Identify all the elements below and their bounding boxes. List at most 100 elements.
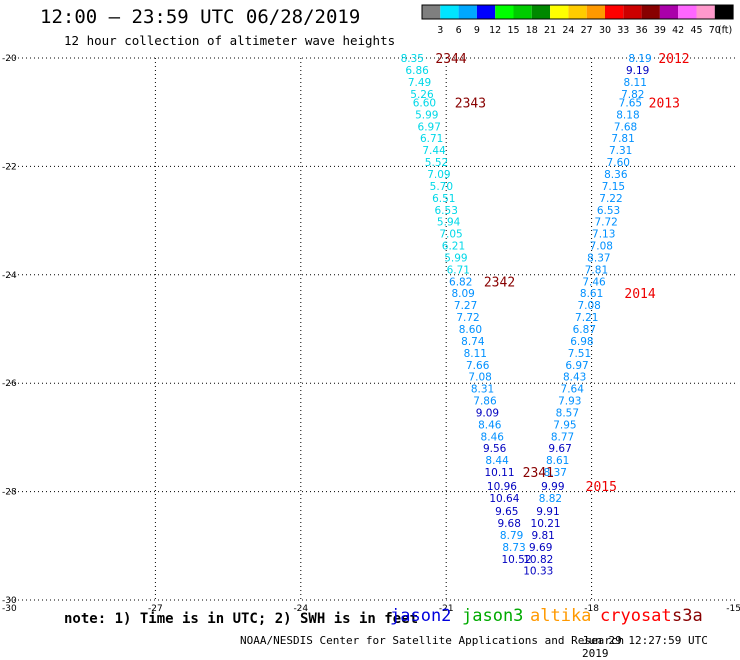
wave-height-value: 7.68 [614,121,637,133]
x-tick-label: -18 [584,604,599,614]
wave-height-value: 8.82 [539,493,562,505]
wave-height-value: 7.64 [561,384,585,396]
wave-height-value: 9.67 [548,443,571,455]
wave-height-value: 9.09 [476,407,499,419]
wave-height-value: 7.15 [602,181,625,193]
time-annotation: 2015 [586,480,617,495]
wave-height-value: 6.97 [418,121,441,133]
wave-height-value: 6.97 [565,360,588,372]
colorbar-label: 3 [437,25,443,36]
wave-height-value: 6.21 [442,241,465,253]
x-tick-label: -30 [2,604,17,614]
colorbar-label: 24 [562,25,574,36]
wave-height-value: 8.11 [624,77,647,89]
time-annotation: 2012 [658,52,689,67]
footer-credit: NOAA/NESDIS Center for Satellite Applica… [240,634,625,647]
time-annotation: 2013 [649,96,680,111]
wave-height-value: 8.77 [551,431,574,443]
colorbar: 3 6 9 12 15 18 21 24 27 30 33 36 39 42 45 70(ft) [421,4,734,36]
wave-height-value: 8.73 [502,542,525,554]
wave-height-value: 7.31 [609,145,632,157]
wave-height-value: 8.11 [464,348,487,360]
wave-height-value: 7.66 [466,360,490,372]
wave-height-value: 8.74 [461,336,485,348]
wave-height-value: 7.08 [590,241,613,253]
colorbar-swatch [495,5,514,19]
colorbar-label: (ft) [718,25,732,36]
wave-height-value: 9.69 [529,542,552,554]
wave-height-value: 10.33 [523,566,553,578]
colorbar-swatch [550,5,569,19]
chart-subtitle: 12 hour collection of altimeter wave hei… [64,33,396,48]
y-tick-label: -20 [2,54,17,64]
time-annotation: 2342 [484,275,515,290]
wave-height-value: 6.82 [449,276,472,288]
wave-height-value: 9.91 [536,506,559,518]
colorbar-label: 18 [526,25,538,36]
wave-height-value: 7.81 [585,264,608,276]
wave-height-value: 10.11 [484,467,514,479]
colorbar-label: 42 [672,25,684,36]
wave-height-value: 6.71 [420,133,443,145]
wave-height-value: 5.99 [444,252,467,264]
wave-height-value: 8.61 [580,288,603,300]
wave-height-value: 6.60 [413,97,436,109]
wave-height-value: 7.05 [439,229,462,241]
wave-height-value: 9.68 [498,518,521,530]
y-tick-label: -26 [2,379,17,389]
wave-height-value: 7.46 [582,276,606,288]
wave-height-value: 9.65 [495,506,518,518]
wave-height-value: 6.53 [597,205,620,217]
wave-height-value: 6.86 [405,65,429,77]
y-tick-label: -30 [2,596,17,606]
wave-height-value: 7.65 [619,97,642,109]
wave-height-value: 7.86 [473,396,497,408]
wave-height-value: 10.52 [501,554,531,566]
wave-height-value: 6.51 [432,193,455,205]
time-annotation: 2344 [435,52,466,67]
wave-height-value: 8.46 [478,419,502,431]
legend-jason2: jason2 [390,606,452,626]
wave-height-value: 5.52 [425,157,448,169]
colorbar-label: 70 [709,25,721,36]
legend-jason3: jason3 [462,606,524,626]
wave-height-value: 7.81 [611,133,634,145]
colorbar-label: 30 [599,25,611,36]
wave-height-value: 8.61 [546,455,569,467]
wave-height-value: 6.98 [570,336,593,348]
colorbar-swatch [623,5,642,19]
colorbar-swatch [440,5,459,19]
colorbar-label: 12 [489,25,501,36]
colorbar-swatch [641,5,660,19]
x-tick-label: -27 [148,604,163,614]
wave-height-value: 6.53 [435,205,458,217]
wave-height-value: 8.09 [451,288,474,300]
colorbar-swatch [422,5,441,19]
wave-height-value: 5.94 [437,217,461,229]
wave-height-value: 10.64 [489,493,519,505]
wave-height-value: 5.26 [410,89,434,101]
colorbar-swatch [476,5,496,19]
wave-height-value: 9.56 [483,443,507,455]
wave-height-value: 7.72 [594,217,617,229]
wave-height-value: 7.13 [592,229,615,241]
footer-timestamp: Jun 29 12:27:59 UTC 2019 [582,634,708,660]
colorbar-label: 45 [690,25,702,36]
wave-height-value: 9.19 [626,65,649,77]
wave-height-value: 7.95 [553,419,576,431]
wave-height-value: 7.72 [456,312,479,324]
colorbar-label: 15 [507,25,519,36]
wave-height-value: 5.70 [430,181,453,193]
wave-height-value: 10.82 [523,554,553,566]
y-tick-label: -24 [2,271,17,281]
wave-height-value: 6.71 [447,264,470,276]
wave-height-value: 8.35 [401,53,424,65]
wave-height-value: 8.19 [628,53,651,65]
wave-height-value: 6.87 [573,324,596,336]
y-tick-label: -28 [2,488,17,498]
legend-cryosat: cryosat [600,606,672,626]
wave-height-value: 8.36 [604,169,628,181]
colorbar-swatch [659,5,679,19]
wave-height-value: 8.31 [471,384,494,396]
